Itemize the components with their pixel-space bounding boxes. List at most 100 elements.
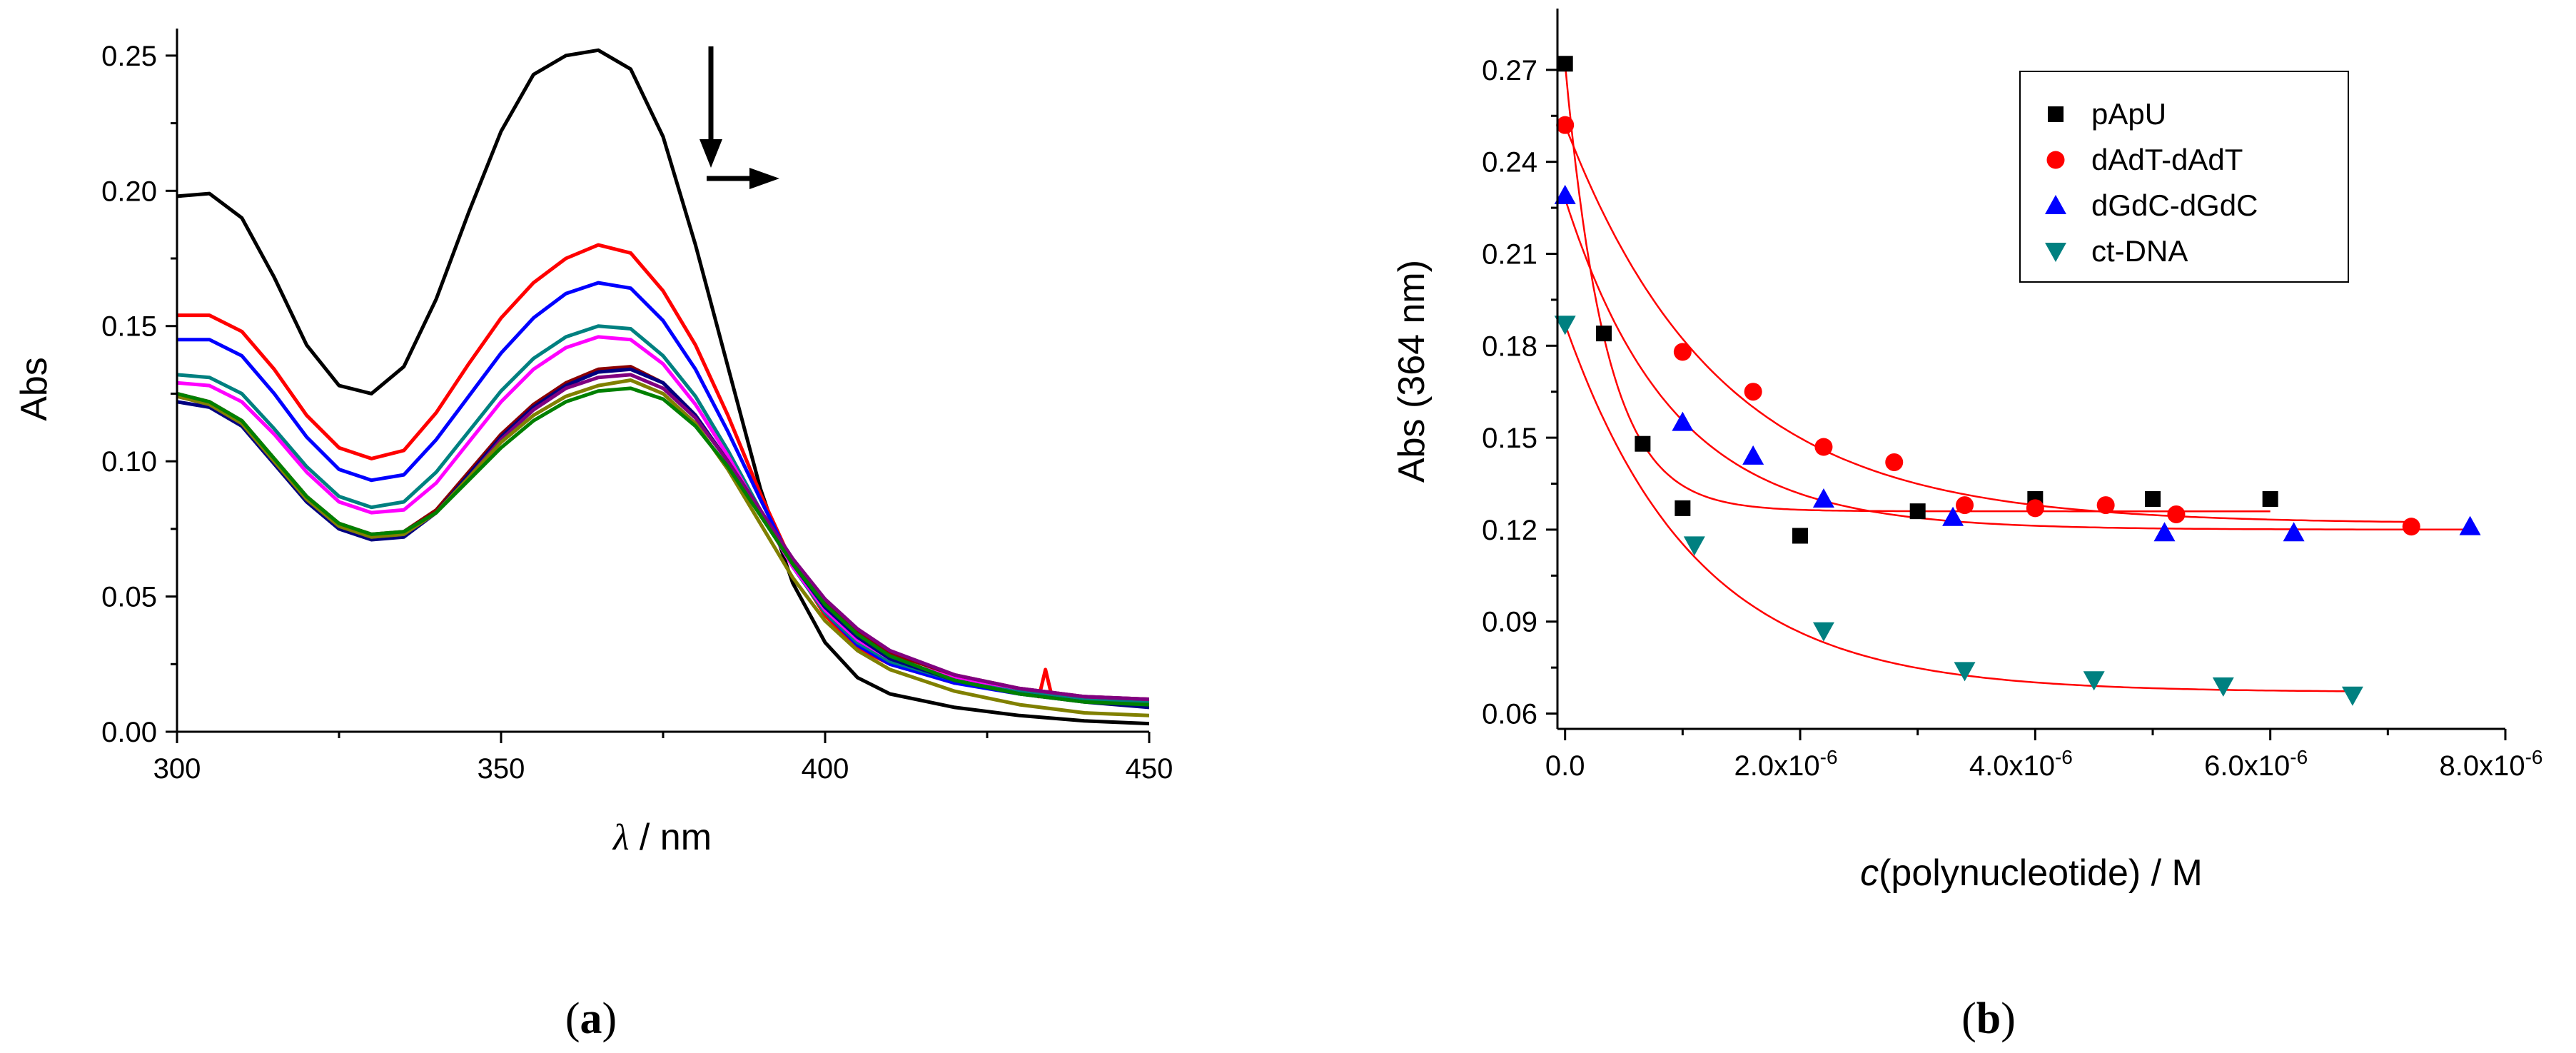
point-papu xyxy=(2262,490,2278,507)
point-papu xyxy=(2145,490,2161,507)
tick-mantissa: 2.0x10 xyxy=(1734,750,1820,782)
panel-a-y-ticks: 0.00 0.05 0.10 0.15 0.20 0.25 xyxy=(101,41,177,748)
point-papu xyxy=(1557,56,1573,72)
point-ct-dna xyxy=(2212,677,2234,697)
panel-a-series-1 xyxy=(177,48,1149,726)
tick-mantissa: 6.0x10 xyxy=(2204,750,2290,782)
panel-b-y-tick-label: 0.09 xyxy=(1482,607,1537,638)
panel-a-series-group xyxy=(177,48,1149,726)
legend-marker-papu xyxy=(2048,106,2064,122)
point-dgdc-dgdc xyxy=(1742,445,1764,465)
tick-mantissa: 8.0x10 xyxy=(2439,750,2525,782)
legend-box xyxy=(2019,71,2349,283)
panel-a-y-tick-label: 0.25 xyxy=(101,41,157,72)
panel-b-y-ticks: 0.06 0.09 0.12 0.15 0.18 0.21 0.24 0.27 xyxy=(1482,55,1557,730)
lambda-symbol: λ xyxy=(612,817,630,858)
panel-b-y-tick-label: 0.12 xyxy=(1482,515,1537,546)
panel-a-series-7 xyxy=(177,367,1149,710)
point-dadt-dadt xyxy=(1556,116,1575,134)
tick-exponent: -6 xyxy=(2525,746,2543,768)
panel-a-series-6 xyxy=(177,365,1149,701)
panel-b-y-tick-label: 0.06 xyxy=(1482,699,1537,730)
point-dadt-dadt xyxy=(1673,343,1692,361)
point-dgdc-dgdc xyxy=(2283,522,2305,542)
panel-b-y-tick-label: 0.27 xyxy=(1482,55,1537,86)
panel-b-x-axis-title: c(polynucleotide) / M xyxy=(1860,852,2203,894)
panel-b-x-tick-label: 0.0 xyxy=(1545,750,1585,782)
panel-a-series-9 xyxy=(177,378,1149,717)
panel-a-y-tick-label: 0.10 xyxy=(101,446,157,478)
point-papu xyxy=(1635,435,1651,452)
tick-exponent: -6 xyxy=(1820,746,1838,768)
panel-a-x-ticks: 300 350 400 450 xyxy=(153,732,1173,785)
panel-b-x-ticks: 0.0 2.0x10-6 4.0x10-6 6.0x10-6 8.0x10-6 xyxy=(1545,729,2543,782)
panel-a-plot-area: 300 350 400 450 0.00 0.05 0.10 0.15 0.20 0.25 xyxy=(101,29,1173,785)
panel-a-x-axis-title: λ / nm xyxy=(612,817,712,858)
point-ct-dna xyxy=(1812,622,1834,642)
point-dadt-dadt xyxy=(2402,518,2420,536)
point-dgdc-dgdc xyxy=(1554,184,1576,204)
legend-marker-dgdc-dgdc xyxy=(2045,195,2066,214)
point-dadt-dadt xyxy=(1885,453,1904,471)
point-ct-dna xyxy=(2341,686,2363,706)
right-arrow xyxy=(707,168,779,189)
point-papu xyxy=(1792,528,1809,544)
panel-a-x-tick-label: 400 xyxy=(802,753,849,785)
panel-b-y-tick-label: 0.18 xyxy=(1482,331,1537,362)
panel-a-series-5 xyxy=(177,335,1149,701)
panel-a-x-tick-label: 350 xyxy=(478,753,525,785)
panel-a: 300 350 400 450 0.00 0.05 0.10 0.15 0.20 0.25 Ab… xyxy=(14,29,1173,1043)
point-dgdc-dgdc xyxy=(1812,488,1834,508)
fit-curve-dgdc-dgdc xyxy=(1564,198,2470,531)
fit-curve-dadt-dadt xyxy=(1564,124,2412,523)
panel-b-x-tick-label: 2.0x10-6 xyxy=(1734,746,1838,782)
x-title-rest: (polynucleotide) / M xyxy=(1879,852,2203,894)
panel-a-y-tick-label: 0.05 xyxy=(101,582,157,613)
point-dgdc-dgdc xyxy=(2153,522,2176,542)
panel-b-x-tick-label: 8.0x10-6 xyxy=(2439,746,2542,782)
panel-a-series-2 xyxy=(177,243,1149,704)
panel-a-y-tick-label: 0.20 xyxy=(101,176,157,207)
point-dgdc-dgdc xyxy=(1672,411,1694,431)
panel-a-series-3 xyxy=(177,281,1149,704)
panel-b-caption: (b) xyxy=(1961,994,2016,1043)
panel-a-y-tick-label: 0.15 xyxy=(101,311,157,343)
point-dadt-dadt xyxy=(1956,496,1974,515)
panel-a-series-10 xyxy=(177,386,1149,707)
down-arrow xyxy=(699,46,722,168)
legend-label-papu: pApU xyxy=(2091,97,2166,131)
panel-b-x-tick-label: 4.0x10-6 xyxy=(1969,746,2073,782)
point-dadt-dadt xyxy=(2096,496,2115,515)
legend-label-dadt-dadt: dAdT-dAdT xyxy=(2091,143,2243,176)
panel-b-plot-area: 0.0 2.0x10-6 4.0x10-6 6.0x10-6 8.0x10-6 0.06… xyxy=(1482,9,2543,782)
tick-exponent: -6 xyxy=(2290,746,2308,768)
panel-b-y-tick-label: 0.21 xyxy=(1482,238,1537,270)
point-ct-dna xyxy=(1554,316,1576,336)
panel-b: 0.0 2.0x10-6 4.0x10-6 6.0x10-6 8.0x10-6 0.06… xyxy=(1391,9,2543,1043)
point-ct-dna xyxy=(2083,671,2105,691)
legend-label-dgdc-dgdc: dGdC-dGdC xyxy=(2091,188,2258,222)
tick-mantissa: 4.0x10 xyxy=(1969,750,2055,782)
legend-label-ct-dna: ct-DNA xyxy=(2091,234,2188,268)
panel-a-x-tick-label: 300 xyxy=(153,753,201,785)
point-ct-dna xyxy=(1954,662,1976,682)
legend-entries: pApU dAdT-dAdT dGdC-dGdC ct-DNA xyxy=(2045,97,2258,268)
panel-a-caption: (a) xyxy=(565,994,617,1043)
c-symbol: c xyxy=(1860,852,1879,894)
panel-b-legend: pApU dAdT-dAdT dGdC-dGdC ct-DNA xyxy=(2019,71,2349,283)
tick-mantissa: 0.0 xyxy=(1545,750,1585,782)
panel-a-series-8 xyxy=(177,373,1149,701)
point-ct-dna xyxy=(1683,536,1705,556)
point-papu xyxy=(1596,326,1612,342)
x-title-rest: / nm xyxy=(629,817,712,858)
point-dadt-dadt xyxy=(1744,383,1762,401)
point-dadt-dadt xyxy=(2026,499,2044,518)
legend-marker-dadt-dadt xyxy=(2046,151,2065,169)
panel-b-y-axis-title: Abs (364 nm) xyxy=(1391,260,1433,483)
panel-a-series-4 xyxy=(177,324,1149,704)
panel-a-y-axis-title: Abs xyxy=(14,357,55,421)
point-dadt-dadt xyxy=(2167,505,2186,523)
panel-a-y-tick-label: 0.00 xyxy=(101,717,157,748)
point-dgdc-dgdc xyxy=(1942,506,1964,526)
